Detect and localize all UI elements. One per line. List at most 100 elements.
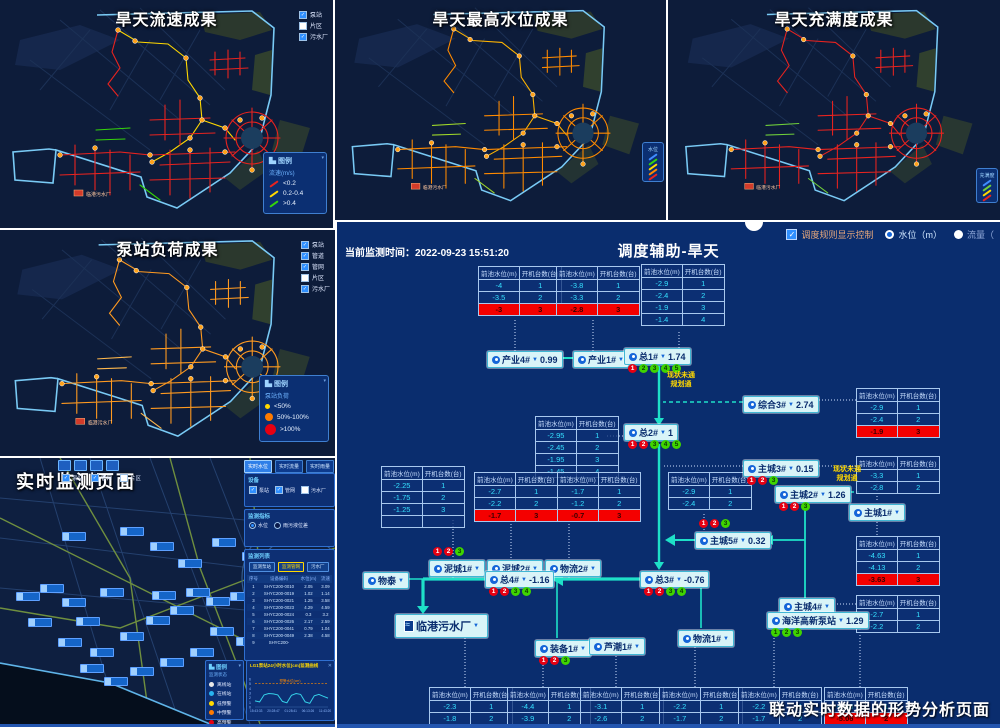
- station-marker[interactable]: [16, 592, 40, 601]
- layer-checkbox[interactable]: ✓: [299, 11, 307, 19]
- fullness-map[interactable]: 临港污水厂: [668, 0, 1000, 220]
- list-filter-button[interactable]: 污水厂: [307, 562, 329, 572]
- flow-node[interactable]: 泥城1#▼: [429, 560, 485, 577]
- flow-node[interactable]: 总3#▼-0.76: [640, 571, 709, 588]
- layer-toggle[interactable]: ✓管网: [301, 262, 330, 271]
- dropdown-caret[interactable]: ▼: [838, 618, 844, 624]
- flow-node[interactable]: 主城5#▼0.32: [695, 532, 771, 549]
- station-marker[interactable]: [152, 591, 176, 600]
- monitor-tab[interactable]: 实时雨量: [306, 460, 334, 473]
- station-marker[interactable]: [80, 664, 104, 673]
- flow-node[interactable]: 物流1#▼: [678, 630, 734, 647]
- metric-option[interactable]: 雨污液位差: [274, 522, 308, 529]
- device-checkbox[interactable]: ✓: [275, 486, 283, 494]
- station-marker[interactable]: [40, 584, 64, 593]
- monitor-tab[interactable]: 实时流量: [275, 460, 303, 473]
- tool-chip[interactable]: [90, 460, 103, 471]
- layer-checkbox[interactable]: [299, 22, 307, 30]
- station-marker[interactable]: [62, 532, 86, 541]
- station-marker[interactable]: [120, 527, 144, 536]
- flow-node[interactable]: 产业4#▼0.99: [487, 351, 563, 368]
- flow-node[interactable]: 综合3#▼2.74: [743, 396, 819, 413]
- station-marker[interactable]: [62, 598, 86, 607]
- dropdown-caret[interactable]: ▼: [580, 646, 586, 652]
- dropdown-caret[interactable]: ▼: [398, 578, 404, 584]
- metric-radio[interactable]: [249, 522, 256, 529]
- flow-node[interactable]: 主城3#▼0.15: [743, 460, 819, 477]
- close-icon[interactable]: ✕: [328, 663, 332, 669]
- dropdown-caret[interactable]: ▼: [521, 577, 527, 583]
- layer-toggle[interactable]: ✓泵站: [299, 10, 328, 19]
- dropdown-caret[interactable]: ▼: [894, 510, 900, 516]
- overlay-checkbox[interactable]: [120, 474, 128, 482]
- tool-chip[interactable]: [106, 460, 119, 471]
- dropdown-caret[interactable]: ▼: [660, 430, 666, 436]
- metric-radio[interactable]: [274, 522, 281, 529]
- layer-toggle[interactable]: ✓污水厂: [301, 284, 330, 293]
- layer-checkbox[interactable]: ✓: [301, 252, 309, 260]
- overlay-check[interactable]: ✓泵站: [62, 474, 83, 482]
- station-marker[interactable]: [104, 677, 128, 686]
- overlay-checkbox[interactable]: ✓: [91, 474, 99, 482]
- overlay-check[interactable]: 片区: [120, 474, 141, 482]
- list-filter-button[interactable]: 监测管网: [278, 562, 304, 572]
- layer-toggle[interactable]: 片区: [301, 273, 330, 282]
- flow-node[interactable]: 主城2#▼1.26: [775, 486, 851, 503]
- flow-node[interactable]: 总2#▼1: [624, 424, 678, 441]
- overlay-check[interactable]: ✓管网: [91, 474, 112, 482]
- flow-node[interactable]: 海洋高新泵站▼1.29: [767, 612, 869, 629]
- layer-toggle[interactable]: ✓污水厂: [299, 32, 328, 41]
- map-canvas[interactable]: 临港污水厂: [668, 0, 1000, 220]
- device-checkbox[interactable]: [301, 486, 309, 494]
- tool-chip[interactable]: [74, 460, 87, 471]
- dropdown-caret[interactable]: ▼: [676, 577, 682, 583]
- station-marker[interactable]: [160, 658, 184, 667]
- dropdown-caret[interactable]: ▼: [723, 636, 729, 642]
- flow-node[interactable]: 产业1#▼: [573, 351, 629, 368]
- list-filter-button[interactable]: 监测泵站: [249, 562, 275, 572]
- layer-checkbox[interactable]: ✓: [301, 285, 309, 293]
- flow-node[interactable]: 装备1#▼: [535, 640, 591, 657]
- overlay-checkbox[interactable]: ✓: [62, 474, 70, 482]
- dropdown-caret[interactable]: ▼: [634, 644, 640, 650]
- dropdown-caret[interactable]: ▼: [532, 357, 538, 363]
- station-marker[interactable]: [58, 638, 82, 647]
- station-marker[interactable]: [90, 648, 114, 657]
- collapse-icon[interactable]: ▾: [323, 378, 326, 384]
- layer-toggle[interactable]: 片区: [299, 21, 328, 30]
- layer-checkbox[interactable]: [301, 274, 309, 282]
- flow-node[interactable]: 总1#▼1.74: [624, 348, 691, 365]
- station-marker[interactable]: [100, 588, 124, 597]
- dropdown-caret[interactable]: ▼: [824, 604, 830, 610]
- station-marker[interactable]: [178, 559, 202, 568]
- tool-chip[interactable]: [58, 460, 71, 471]
- device-check[interactable]: 污水厂: [301, 486, 326, 494]
- station-marker[interactable]: [28, 618, 52, 627]
- flow-node[interactable]: 主城1#▼: [849, 504, 905, 521]
- dropdown-caret[interactable]: ▼: [788, 402, 794, 408]
- dropdown-caret[interactable]: ▼: [590, 566, 596, 572]
- dropdown-caret[interactable]: ▼: [788, 466, 794, 472]
- device-check[interactable]: ✓管网: [275, 486, 295, 494]
- flow-node[interactable]: 芦潮1#▼: [589, 638, 645, 655]
- station-marker[interactable]: [186, 588, 210, 597]
- station-marker[interactable]: [212, 538, 236, 547]
- dropdown-caret[interactable]: ▼: [660, 354, 666, 360]
- flow-node[interactable]: 物泰▼: [363, 572, 409, 589]
- metric-option[interactable]: 水位: [249, 522, 268, 529]
- station-marker[interactable]: [206, 597, 230, 606]
- monitor-tab[interactable]: 实时水位: [244, 460, 272, 473]
- flow-node[interactable]: 总4#▼-1.16: [485, 571, 554, 588]
- layer-checkbox[interactable]: ✓: [301, 263, 309, 271]
- collapse-icon[interactable]: ▾: [238, 663, 241, 669]
- device-check[interactable]: ✓泵站: [249, 486, 269, 494]
- station-marker[interactable]: [76, 617, 100, 626]
